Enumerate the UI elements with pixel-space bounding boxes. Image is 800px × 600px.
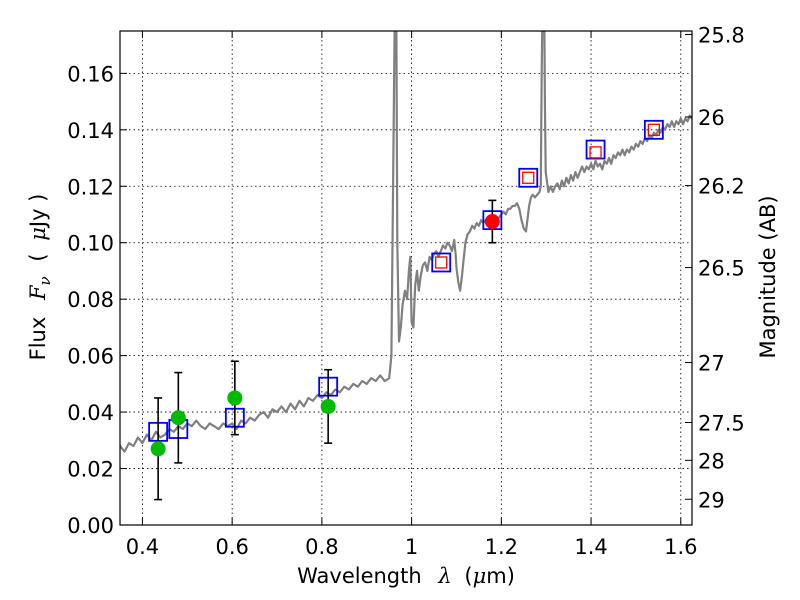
- model-square-point: [518, 167, 539, 188]
- model-square-point: [643, 119, 664, 140]
- x-tick-label: 1: [405, 535, 418, 559]
- y-tick-label: 0.10: [67, 232, 114, 256]
- y2-tick-label: 26: [698, 106, 725, 130]
- y-tick-label: 0.14: [67, 119, 114, 143]
- marker-layer: [148, 119, 664, 501]
- y2-axis-label: Magnitude (AB): [756, 195, 780, 358]
- y2-tick-label: 26.5: [698, 257, 745, 281]
- y-axis-label: Flux Fν ( μJy ): [26, 194, 55, 361]
- x-axis-label-text: Wavelength: [297, 564, 422, 588]
- observed-small-square-point: [522, 171, 535, 184]
- model-square-point: [431, 252, 452, 273]
- y2-tick-label: 26.2: [698, 175, 745, 199]
- y-tick-label: 0.16: [67, 62, 114, 86]
- observed-circle-point: [227, 390, 243, 406]
- x-axis-unit-rest: m): [486, 564, 515, 588]
- y-axis-unit-rest: Jy ): [26, 194, 50, 230]
- grid-lines: [120, 31, 692, 526]
- observed-small-square-point: [647, 123, 661, 136]
- observed-circle-point: [170, 410, 186, 426]
- x-axis-label: Wavelength λ (μm): [297, 564, 515, 588]
- plot-frame: [119, 30, 693, 526]
- y-tick-label: 0.00: [67, 514, 114, 538]
- y-axis-label-text: Flux: [26, 317, 50, 361]
- y-tick-label: 0.06: [67, 345, 114, 369]
- observed-circle-point: [150, 441, 166, 457]
- observed-circle-point: [484, 214, 500, 230]
- spectrum-line: [120, 31, 692, 453]
- x-tick-label: 1.6: [664, 535, 697, 559]
- observed-small-square-point: [589, 146, 602, 159]
- x-axis-unit-mu: μ: [473, 564, 487, 588]
- y2-tick-label: 27: [698, 352, 725, 376]
- y2-tick-label: 27.5: [698, 412, 745, 436]
- y2-tick-label: 28: [698, 449, 725, 473]
- x-tick-label: 1.2: [485, 535, 518, 559]
- x-tick-label: 0.8: [305, 535, 338, 559]
- tick-labels: 0.4 0.6 0.8 1 1.2 1.4 1.6 0.00 0.02 0.04 0.06 0.08 0…: [67, 23, 745, 559]
- x-axis-symbol: λ: [437, 564, 451, 588]
- model-square-point: [585, 139, 606, 160]
- axis-ticks: [120, 31, 692, 526]
- x-tick-label: 1.4: [574, 535, 607, 559]
- observed-small-square-point: [435, 256, 448, 269]
- y-axis-unit-mu: μ: [26, 227, 50, 241]
- y-tick-label: 0.08: [67, 288, 114, 312]
- x-tick-label: 0.6: [215, 535, 248, 559]
- x-tick-label: 0.4: [126, 535, 159, 559]
- y-tick-label: 0.12: [67, 175, 114, 199]
- y-tick-label: 0.04: [67, 401, 114, 425]
- observed-circle-point: [320, 398, 336, 414]
- spectrum-layer: [120, 31, 692, 453]
- y2-tick-label: 29: [698, 488, 725, 512]
- y-axis-subscript: ν: [36, 276, 54, 285]
- y-axis-unit-open: (: [26, 253, 50, 261]
- x-axis-unit-open: (: [464, 564, 472, 588]
- y-tick-label: 0.02: [67, 458, 114, 482]
- y2-tick-label: 25.8: [698, 23, 745, 47]
- y-axis-symbol: F: [26, 284, 50, 301]
